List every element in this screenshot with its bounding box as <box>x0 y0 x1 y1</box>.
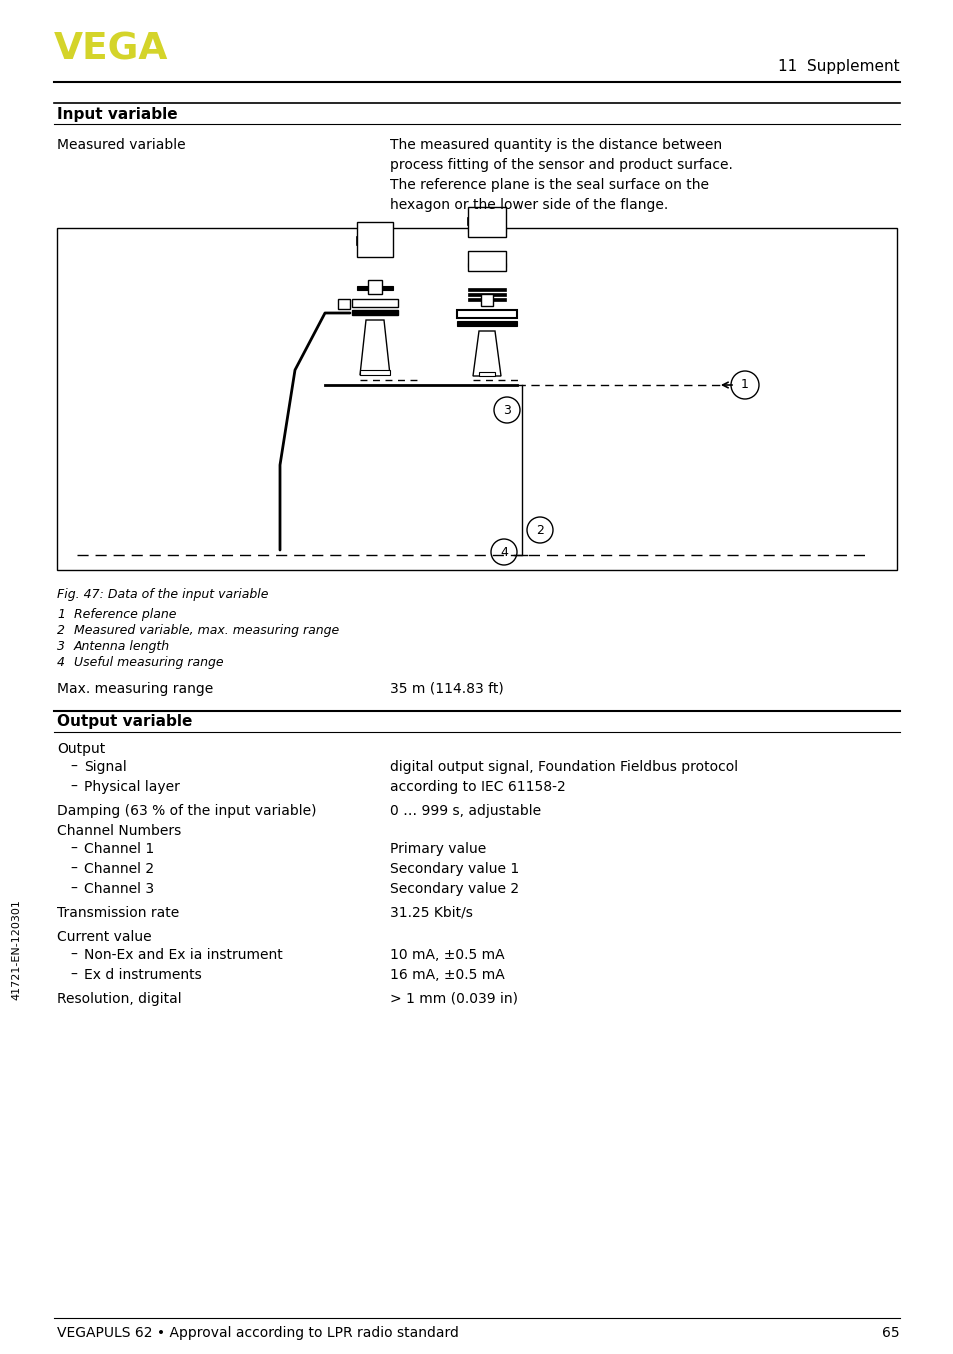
Text: 3: 3 <box>502 403 511 417</box>
Text: Current value: Current value <box>57 930 152 944</box>
Bar <box>356 286 393 290</box>
Text: 31.25 Kbit/s: 31.25 Kbit/s <box>390 906 473 919</box>
Text: VEGA: VEGA <box>54 32 168 68</box>
Bar <box>368 280 381 294</box>
Text: Antenna length: Antenna length <box>74 640 170 653</box>
Text: –: – <box>70 760 77 774</box>
Text: Measured variable: Measured variable <box>57 138 186 152</box>
Text: Output variable: Output variable <box>57 714 193 728</box>
Text: 65: 65 <box>882 1326 899 1340</box>
Text: > 1 mm (0.039 in): > 1 mm (0.039 in) <box>390 992 517 1006</box>
Text: Physical layer: Physical layer <box>84 780 180 793</box>
Text: –: – <box>70 948 77 961</box>
Bar <box>337 299 350 309</box>
Text: 11  Supplement: 11 Supplement <box>778 60 899 74</box>
Bar <box>57 227 896 570</box>
Text: –: – <box>70 842 77 856</box>
Text: Resolution, digital: Resolution, digital <box>57 992 181 1006</box>
Text: according to IEC 61158-2: according to IEC 61158-2 <box>390 780 565 793</box>
Text: 10 mA, ±0.5 mA: 10 mA, ±0.5 mA <box>390 948 504 961</box>
Text: Useful measuring range: Useful measuring range <box>74 655 223 669</box>
Text: 35 m (114.83 ft): 35 m (114.83 ft) <box>390 682 503 696</box>
Text: 2: 2 <box>536 524 543 536</box>
Text: Channel 2: Channel 2 <box>84 862 154 876</box>
Text: digital output signal, Foundation Fieldbus protocol: digital output signal, Foundation Fieldb… <box>390 760 738 774</box>
Text: Fig. 47: Data of the input variable: Fig. 47: Data of the input variable <box>57 588 268 601</box>
Text: Input variable: Input variable <box>57 107 177 122</box>
Text: Channel 3: Channel 3 <box>84 881 154 896</box>
Text: 16 mA, ±0.5 mA: 16 mA, ±0.5 mA <box>390 968 504 982</box>
Text: Damping (63 % of the input variable): Damping (63 % of the input variable) <box>57 804 316 818</box>
Bar <box>356 222 393 257</box>
Bar <box>468 250 505 271</box>
Bar <box>456 321 517 326</box>
Text: –: – <box>70 862 77 876</box>
Bar <box>480 294 493 306</box>
Text: Measured variable, max. measuring range: Measured variable, max. measuring range <box>74 624 339 636</box>
Bar <box>468 298 505 301</box>
Bar <box>456 310 517 318</box>
Text: 1: 1 <box>740 379 748 391</box>
Text: –: – <box>70 968 77 982</box>
Text: Signal: Signal <box>84 760 127 774</box>
Text: VEGAPULS 62 • Approval according to LPR radio standard: VEGAPULS 62 • Approval according to LPR … <box>57 1326 458 1340</box>
Text: Ex d instruments: Ex d instruments <box>84 968 201 982</box>
Text: Transmission rate: Transmission rate <box>57 906 179 919</box>
Polygon shape <box>473 330 500 376</box>
Text: 4: 4 <box>57 655 65 669</box>
Text: 41721-EN-120301: 41721-EN-120301 <box>11 899 21 1001</box>
Bar <box>358 249 391 253</box>
Text: 4: 4 <box>499 546 507 558</box>
Text: –: – <box>70 881 77 896</box>
Bar <box>468 263 505 267</box>
Bar <box>359 370 390 375</box>
Bar <box>356 237 393 245</box>
Text: 1: 1 <box>57 608 65 621</box>
Bar <box>478 372 495 376</box>
Text: Channel 1: Channel 1 <box>84 842 154 856</box>
Text: Secondary value 2: Secondary value 2 <box>390 881 518 896</box>
Bar <box>468 227 505 232</box>
Text: Primary value: Primary value <box>390 842 486 856</box>
Bar <box>352 310 397 315</box>
Text: 3: 3 <box>57 640 65 653</box>
Polygon shape <box>359 320 390 375</box>
Text: The measured quantity is the distance between
process fitting of the sensor and : The measured quantity is the distance be… <box>390 138 732 213</box>
Text: –: – <box>70 780 77 793</box>
Bar <box>468 292 505 297</box>
Bar <box>468 288 505 291</box>
Text: Non-Ex and Ex ia instrument: Non-Ex and Ex ia instrument <box>84 948 282 961</box>
Text: Reference plane: Reference plane <box>74 608 176 621</box>
Text: Secondary value 1: Secondary value 1 <box>390 862 518 876</box>
Bar <box>352 299 397 307</box>
Text: Max. measuring range: Max. measuring range <box>57 682 213 696</box>
Text: 2: 2 <box>57 624 65 636</box>
Text: 0 … 999 s, adjustable: 0 … 999 s, adjustable <box>390 804 540 818</box>
Bar <box>468 207 505 237</box>
Bar <box>468 218 505 225</box>
Text: Channel Numbers: Channel Numbers <box>57 825 181 838</box>
Text: Output: Output <box>57 742 105 756</box>
